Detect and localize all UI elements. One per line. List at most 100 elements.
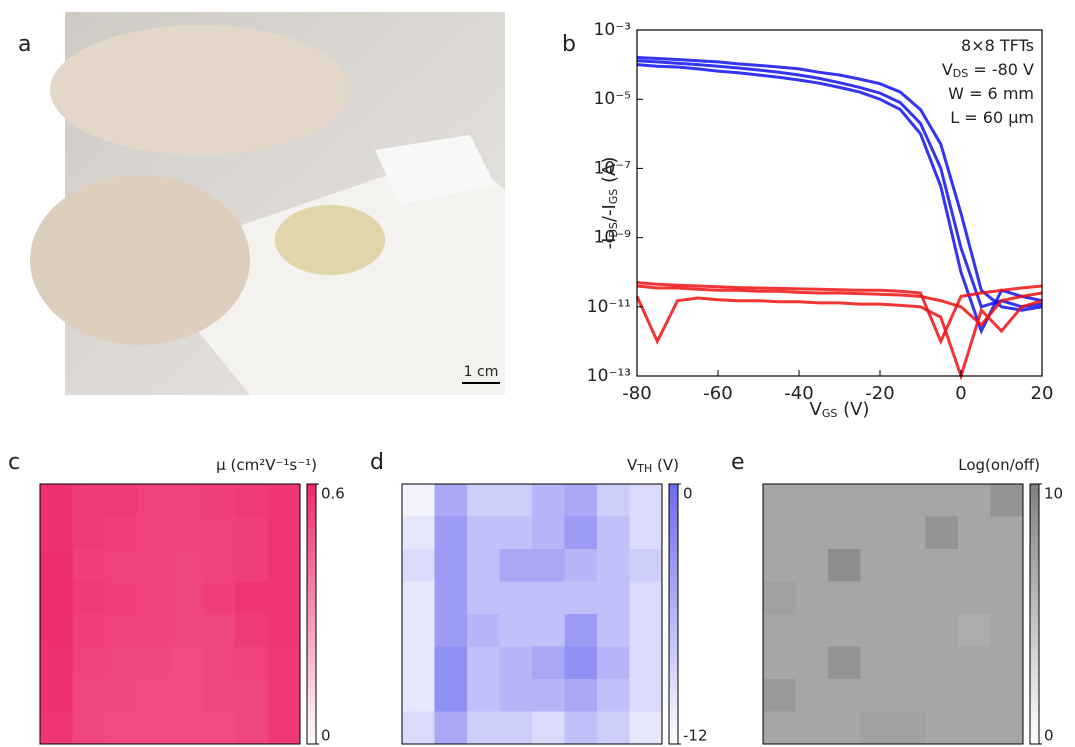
heatmap-cell <box>860 711 894 745</box>
heatmap-cell <box>499 711 533 745</box>
heatmap-cell <box>763 581 796 615</box>
heatmap-cell <box>564 614 598 647</box>
heatmap-cell <box>925 711 959 745</box>
heatmap-cell <box>105 516 138 550</box>
heatmap-cell <box>499 646 533 680</box>
heatmap-cell <box>235 646 268 680</box>
heatmap-cell <box>170 549 203 582</box>
x-axis-label-part: GS <box>822 407 838 420</box>
annotation-part: W = 6 mm <box>948 84 1034 103</box>
glove-finger <box>50 25 350 155</box>
heatmap-cell <box>40 549 73 582</box>
heatmap-cell <box>629 614 663 647</box>
heatmap-cell <box>170 581 203 615</box>
heatmap-cell <box>402 646 435 680</box>
heatmap-cell <box>828 679 861 712</box>
heatmap-cell <box>467 679 500 712</box>
colorbar-title: Log(on/off) <box>958 456 1040 474</box>
heatmap-cell <box>763 516 796 550</box>
annotation-part: 8×8 TFTs <box>961 36 1034 55</box>
heatmap-cell <box>434 646 468 680</box>
heatmap-cell <box>958 549 991 582</box>
heatmap-cell <box>40 711 73 745</box>
heatmap-cell <box>893 646 926 680</box>
heatmap-cell <box>202 516 236 550</box>
heatmap-cell <box>564 581 598 615</box>
heatmap-cell <box>828 484 861 517</box>
heatmap-cell <box>499 614 533 647</box>
curve <box>636 281 1043 346</box>
heatmap-cell <box>990 711 1024 745</box>
heatmap-cell <box>402 614 435 647</box>
heatmap-cell <box>105 549 138 582</box>
heatmap-cell <box>564 679 598 712</box>
heatmap-cell <box>795 549 829 582</box>
x-axis-label: VGS (V) <box>810 399 870 420</box>
x-tick-label: -40 <box>784 383 813 404</box>
heatmap-cell <box>267 679 301 712</box>
heatmap-cell <box>629 484 663 517</box>
paper-flap <box>375 135 495 205</box>
heatmap-cell <box>795 711 829 745</box>
heatmap-cell <box>990 516 1024 550</box>
heatmap-cell <box>629 581 663 615</box>
colorbar-tick-label: 0 <box>1044 727 1054 745</box>
heatmap-cell <box>72 711 106 745</box>
annotation-part: = -80 V <box>968 60 1034 79</box>
heatmap-cell <box>532 711 565 745</box>
heatmap-cell <box>137 581 171 615</box>
heatmap-cell <box>72 549 106 582</box>
colorbar-tick-label: 0 <box>321 727 331 745</box>
heatmap-cell <box>564 516 598 550</box>
colorbar-title-part: μ (cm²V⁻¹s⁻¹) <box>216 456 317 474</box>
heatmap-cell <box>137 549 171 582</box>
annotation: VDS = -80 V <box>942 60 1034 81</box>
annotation: L = 60 μm <box>950 108 1034 127</box>
heatmap-cell <box>597 484 630 517</box>
heatmap-cell <box>925 679 959 712</box>
x-tick-label: -80 <box>622 383 651 404</box>
heatmap-cell <box>925 646 959 680</box>
colorbar-tick-label: 0 <box>683 485 693 503</box>
heatmap-cell <box>532 581 565 615</box>
heatmap-cell <box>267 581 301 615</box>
heatmap-cell <box>958 646 991 680</box>
panel-label: b <box>562 32 576 57</box>
curve <box>636 284 1043 328</box>
heatmap-cell <box>893 711 926 745</box>
y-tick-label: 10⁻⁷ <box>594 158 632 178</box>
heatmap-cell <box>267 711 301 745</box>
heatmap-cell <box>597 614 630 647</box>
heatmap-cell <box>235 516 268 550</box>
heatmap-cell <box>958 614 991 647</box>
heatmap-cell <box>990 646 1024 680</box>
x-tick-label: -20 <box>865 383 894 404</box>
curve <box>636 56 1043 312</box>
heatmap-cell <box>105 581 138 615</box>
heatmap-cell <box>434 516 468 550</box>
heatmap-cell <box>532 549 565 582</box>
heatmap-cell <box>202 549 236 582</box>
heatmap-cell <box>795 679 829 712</box>
heatmap-cell <box>795 581 829 615</box>
heatmap-cell <box>860 614 894 647</box>
heatmap-cell <box>202 614 236 647</box>
heatmap-cell <box>925 516 959 550</box>
heatmap-cell <box>893 484 926 517</box>
heatmap-cell <box>202 711 236 745</box>
x-tick-label: 0 <box>955 383 966 404</box>
heatmap-cell <box>105 646 138 680</box>
heatmap-cell <box>958 516 991 550</box>
heatmap-cell <box>267 549 301 582</box>
heatmap-cell <box>893 516 926 550</box>
heatmap-cell <box>499 516 533 550</box>
panel-label: a <box>18 32 31 57</box>
colorbar-title-part: (V) <box>652 456 679 474</box>
y-axis-label-part: /-I <box>599 204 620 222</box>
heatmap-cell <box>925 581 959 615</box>
heatmap-cell <box>532 484 565 517</box>
heatmap-cell <box>860 646 894 680</box>
curve <box>636 59 1043 309</box>
heatmap-cell <box>235 679 268 712</box>
